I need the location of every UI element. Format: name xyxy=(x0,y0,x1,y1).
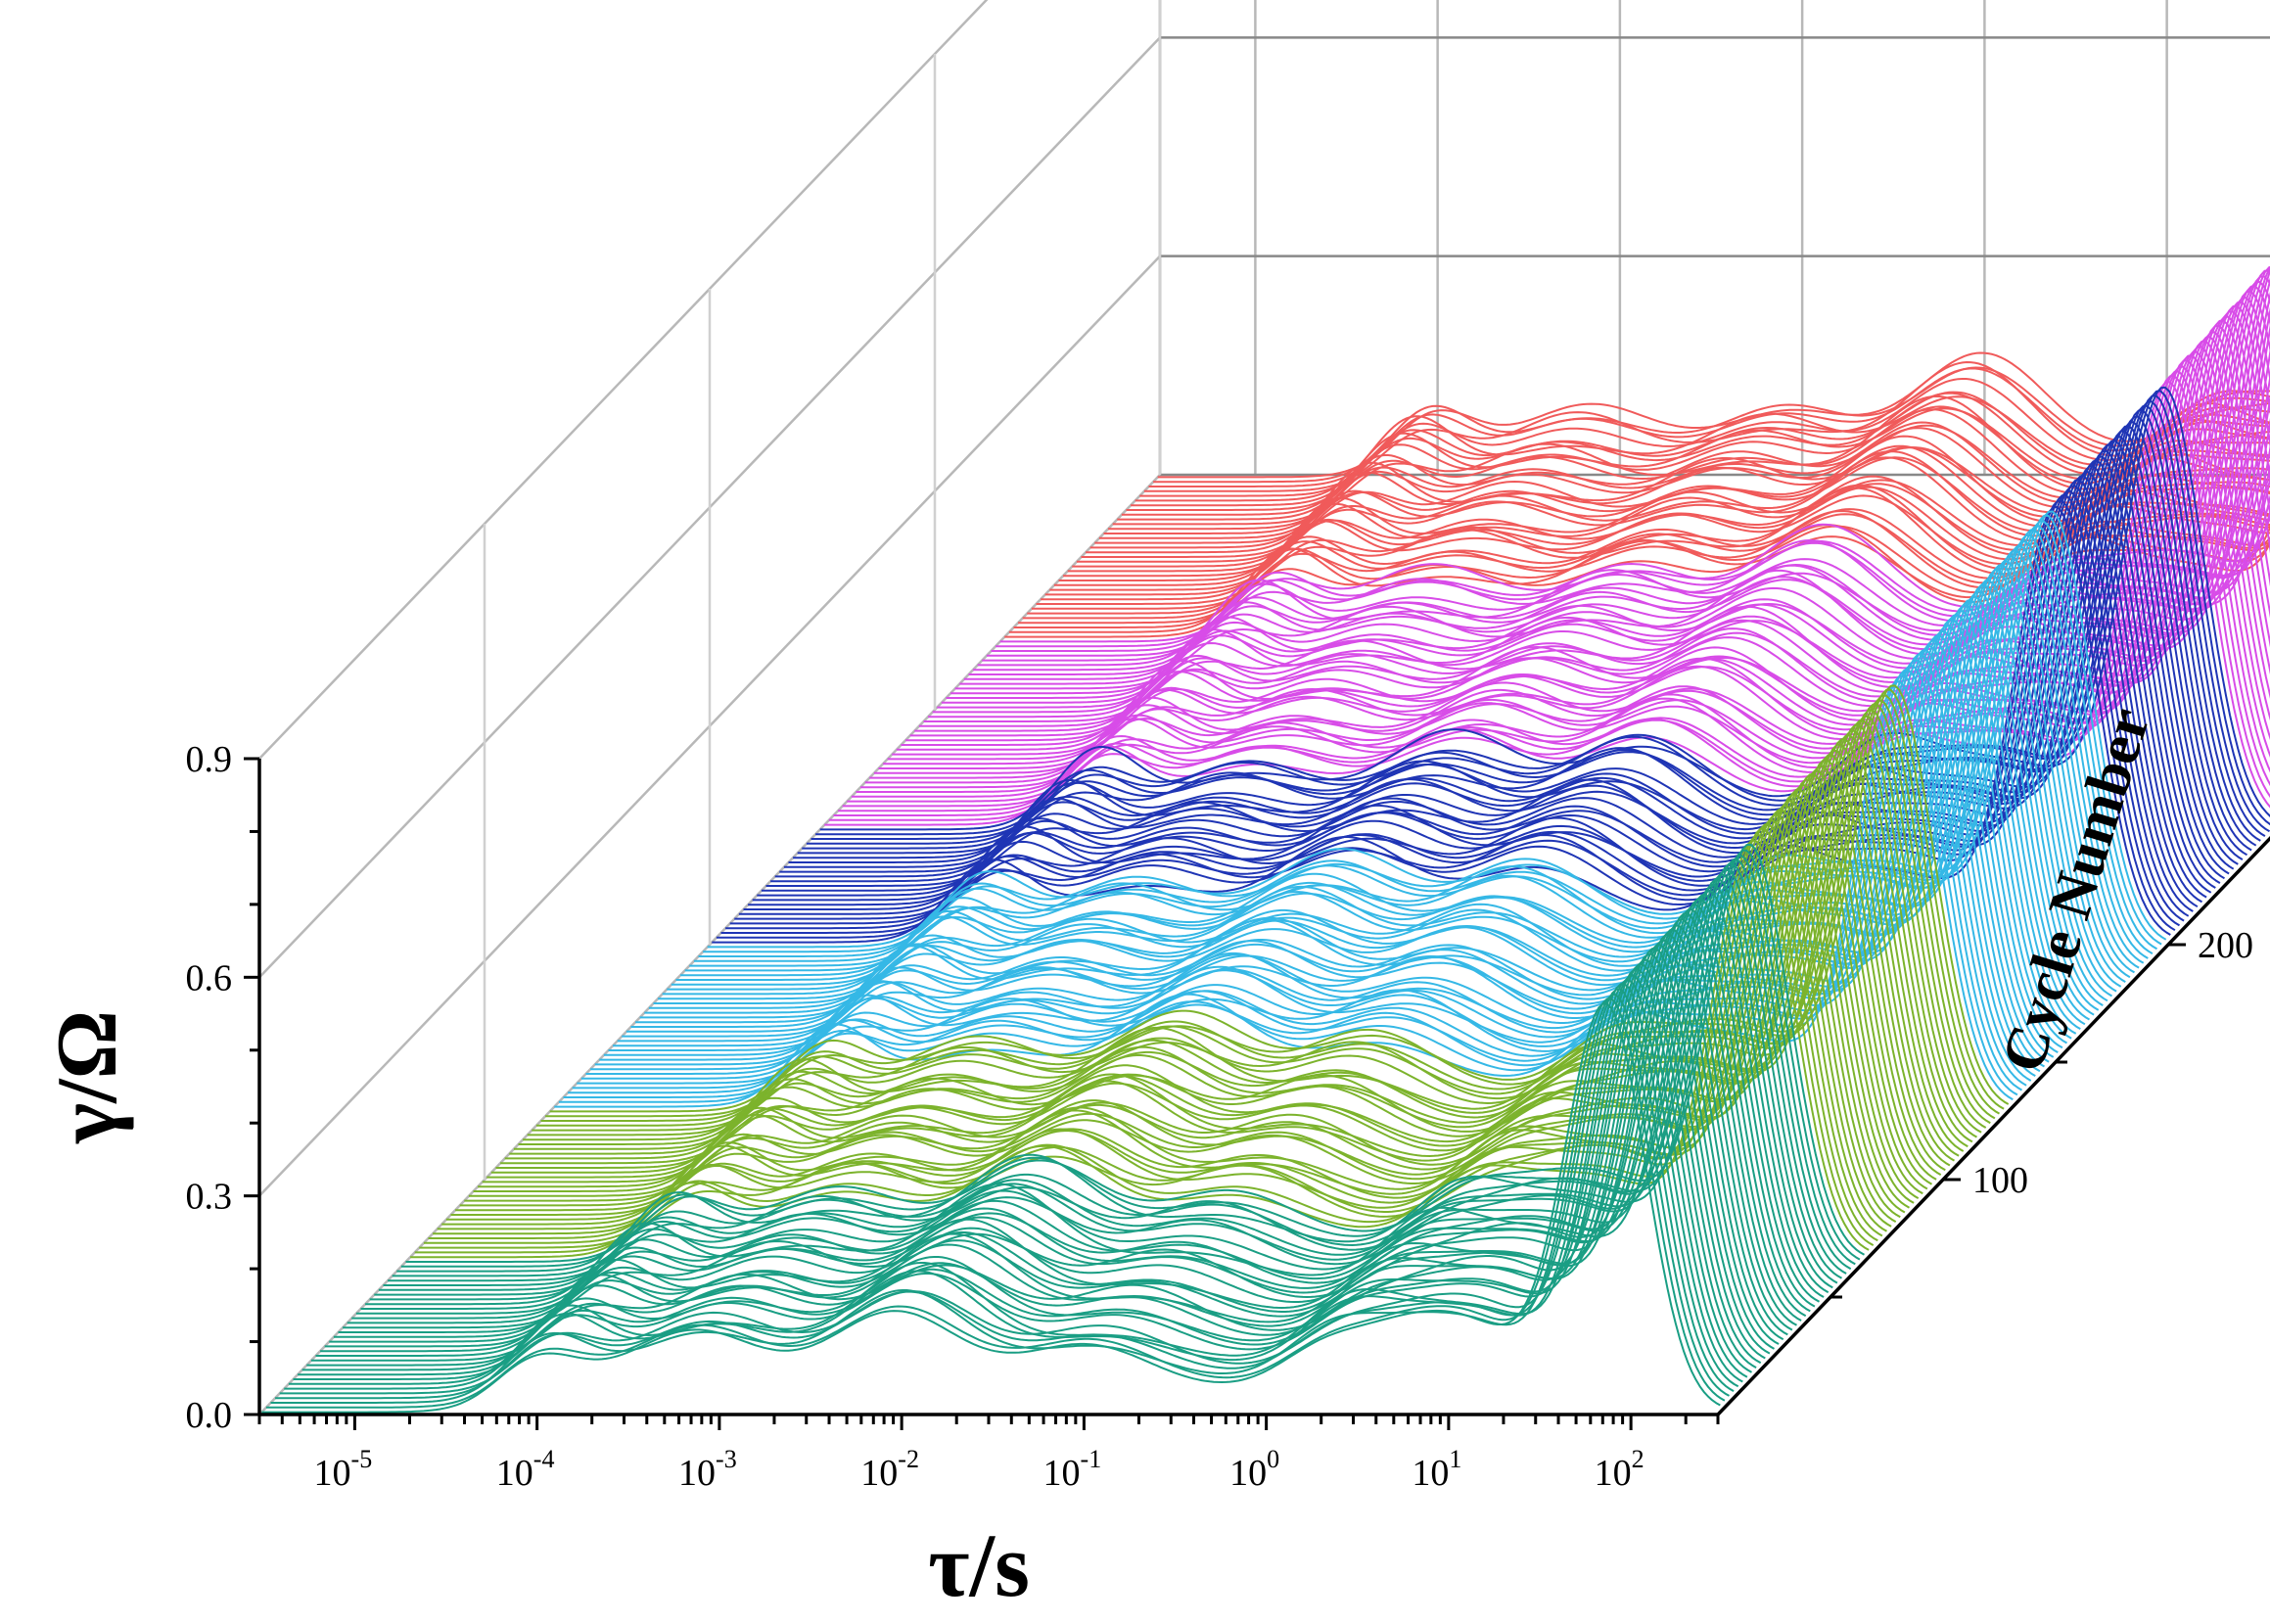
z-tick-label: 200 xyxy=(2198,925,2253,966)
y-tick-label: 0.9 xyxy=(186,739,233,780)
x-tick-label-base: 10 xyxy=(314,1453,351,1494)
axes-layer xyxy=(244,757,2270,1430)
x-tick-label: 10-1 xyxy=(1043,1445,1102,1494)
series-line-cycle-369 xyxy=(1089,446,2270,549)
labels-layer: 10-5 10-4 10-3 10-2 10-1 100 101 1020.00.30.60.… xyxy=(186,739,2254,1494)
series-line-cycle-81 xyxy=(441,805,1901,1226)
series-line-cycle-385 xyxy=(1126,392,2270,511)
x-tick-label-base: 10 xyxy=(1412,1453,1449,1494)
y-axis-title: γ/Ω xyxy=(40,1010,135,1144)
series-line-cycle-387 xyxy=(1131,391,2270,507)
series-line-cycle-381 xyxy=(1117,405,2270,521)
series-line-cycle-71 xyxy=(419,827,1878,1249)
series-line-cycle-399 xyxy=(1157,351,2270,479)
grid-layer xyxy=(258,0,2270,1415)
series-line-cycle-363 xyxy=(1076,444,2270,563)
series-line-cycle-161 xyxy=(622,604,2081,1038)
series-line-cycle-371 xyxy=(1094,427,2270,544)
series-line-cycle-231 xyxy=(779,430,2239,873)
series-line-cycle-3 xyxy=(265,998,1726,1409)
y-tick-label: 0.0 xyxy=(186,1395,233,1436)
x-tick-label-exponent: -1 xyxy=(1081,1445,1102,1473)
series-line-cycle-75 xyxy=(428,819,1887,1239)
x-tick-label: 10-4 xyxy=(496,1445,555,1494)
x-tick-label-base: 10 xyxy=(1043,1453,1081,1494)
x-tick-label-exponent: -5 xyxy=(351,1445,373,1473)
series-line-cycle-15 xyxy=(293,968,1753,1380)
series-line-cycle-367 xyxy=(1086,445,2270,554)
y-tick-label: 0.3 xyxy=(186,1177,233,1218)
series-line-cycle-41 xyxy=(351,904,1811,1320)
series-line-cycle-5 xyxy=(270,994,1730,1404)
x-tick-label: 10-2 xyxy=(860,1445,919,1494)
series-line-cycle-213 xyxy=(738,475,2199,915)
series-line-cycle-37 xyxy=(343,912,1802,1329)
x-tick-label-exponent: -4 xyxy=(533,1445,555,1473)
x-tick-label-base: 10 xyxy=(1229,1453,1267,1494)
x-tick-label: 101 xyxy=(1412,1445,1461,1494)
series-line-cycle-179 xyxy=(662,560,2122,996)
x-tick-label: 10-3 xyxy=(678,1445,737,1494)
x-tick-label-exponent: -2 xyxy=(898,1445,919,1473)
series-line-cycle-333 xyxy=(1008,534,2270,633)
series-line-cycle-379 xyxy=(1112,394,2270,526)
x-tick-label-exponent: 2 xyxy=(1632,1445,1645,1473)
series-line-cycle-199 xyxy=(707,510,2167,949)
series-line-cycle-149 xyxy=(594,634,2055,1066)
x-tick-label-base: 10 xyxy=(496,1453,533,1494)
x-tick-label-base: 10 xyxy=(860,1453,898,1494)
series-line-cycle-9 xyxy=(279,983,1739,1395)
series-line-cycle-391 xyxy=(1139,378,2270,497)
series-line-cycle-289 xyxy=(909,285,2270,737)
x-tick-label-exponent: 1 xyxy=(1449,1445,1461,1473)
series-line-cycle-393 xyxy=(1143,361,2270,492)
series-line-cycle-11 xyxy=(284,979,1743,1390)
series-layer xyxy=(261,265,2270,1414)
x-tick-label: 10-5 xyxy=(314,1445,373,1494)
series-line-cycle-23 xyxy=(310,948,1771,1362)
x-tick-label: 100 xyxy=(1229,1445,1279,1494)
x-axis-title: τ/s xyxy=(928,1515,1030,1615)
series-line-cycle-383 xyxy=(1121,407,2270,516)
x-tick-label-exponent: -3 xyxy=(716,1445,737,1473)
series-line-cycle-361 xyxy=(1072,456,2270,568)
y-tick-label: 0.6 xyxy=(186,957,233,998)
x-tick-label-base: 10 xyxy=(1595,1453,1632,1494)
series-line-cycle-397 xyxy=(1153,366,2270,484)
series-line-cycle-365 xyxy=(1081,435,2270,558)
series-line-cycle-7 xyxy=(275,988,1735,1400)
series-line-cycle-395 xyxy=(1148,367,2270,487)
x-tick-label-base: 10 xyxy=(678,1453,716,1494)
x-tick-label: 102 xyxy=(1595,1445,1645,1494)
series-line-cycle-89 xyxy=(459,784,1920,1207)
series-line-cycle-219 xyxy=(752,459,2212,902)
series-line-cycle-1 xyxy=(261,1002,1721,1414)
x-tick-label-exponent: 0 xyxy=(1267,1445,1279,1473)
series-line-cycle-13 xyxy=(288,974,1748,1385)
series-line-cycle-389 xyxy=(1135,395,2270,502)
z-tick-label: 100 xyxy=(1972,1160,2028,1201)
